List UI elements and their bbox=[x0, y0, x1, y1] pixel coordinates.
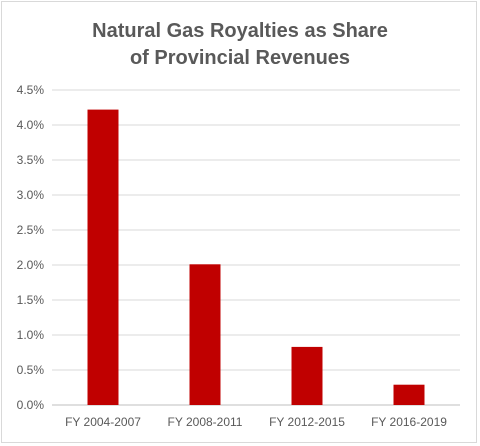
y-tick-label: 4.0% bbox=[17, 118, 45, 132]
y-tick-label: 2.5% bbox=[17, 223, 45, 237]
x-tick-labels: FY 2004-2007 FY 2008-2011 FY 2012-2015 FY 2… bbox=[65, 415, 447, 429]
y-tick-labels: 0.0% 0.5% 1.0% 1.5% 2.0% 2.5% 3.0% 3.5% 4.0% 4.5% bbox=[17, 83, 45, 412]
gridlines bbox=[52, 89, 460, 406]
y-tick-label: 4.5% bbox=[17, 83, 45, 97]
bar bbox=[87, 109, 119, 405]
x-tick-label: FY 2016-2019 bbox=[371, 415, 447, 429]
chart-title-line-2: of Provincial Revenues bbox=[129, 47, 351, 69]
bar bbox=[393, 384, 425, 405]
y-tick-label: 3.5% bbox=[17, 153, 45, 167]
y-tick-label: 3.0% bbox=[17, 188, 45, 202]
y-tick-label: 1.5% bbox=[17, 293, 45, 307]
x-tick-label: FY 2008-2011 bbox=[168, 415, 243, 429]
y-tick-label: 0.5% bbox=[17, 363, 45, 377]
x-tick-label: FY 2004-2007 bbox=[65, 415, 141, 429]
x-tick-label: FY 2012-2015 bbox=[269, 415, 345, 429]
bar bbox=[291, 346, 323, 405]
chart-title-line-1: Natural Gas Royalties as Share bbox=[92, 20, 388, 42]
chart-title: Natural Gas Royalties as Share of Provin… bbox=[0, 18, 480, 72]
y-tick-label: 0.0% bbox=[17, 398, 45, 412]
bar bbox=[189, 264, 221, 405]
y-tick-label: 2.0% bbox=[17, 258, 45, 272]
bars bbox=[87, 109, 425, 405]
y-tick-label: 1.0% bbox=[17, 328, 45, 342]
